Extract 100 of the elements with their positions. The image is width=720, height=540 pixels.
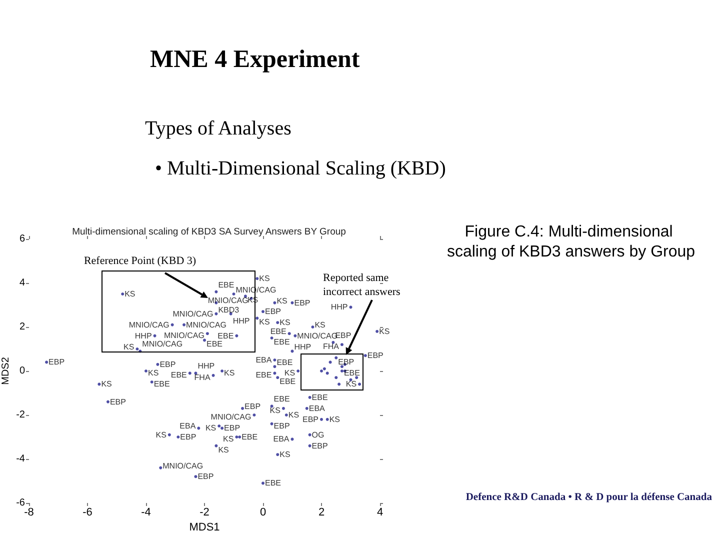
text: EBP (160, 360, 176, 369)
annotation: Reported same incorrect answers (323, 272, 400, 298)
text: EBP (180, 432, 196, 442)
text: EBA (273, 434, 290, 444)
text: KS (124, 342, 134, 352)
text: EBP (244, 402, 261, 411)
point (326, 418, 329, 421)
point (311, 326, 314, 328)
text: MNIO/CAG (164, 331, 204, 340)
point (296, 370, 300, 372)
x-tick-label: -4 (141, 506, 151, 518)
text: KS (329, 414, 340, 424)
y-tick-label: 0 (19, 366, 26, 376)
point (276, 453, 280, 456)
text: KS (288, 410, 300, 420)
text: • Multi-Dimensional Scaling (KBD) (155, 158, 446, 180)
point (220, 370, 224, 372)
point (262, 310, 264, 314)
point (282, 406, 285, 410)
point (235, 436, 238, 438)
point (305, 406, 308, 410)
text: KS (379, 326, 390, 336)
chart-subtitle: Multi-dimensional scaling of KBD3 SA Survey Answers BY Group (72, 226, 346, 238)
series-label: KBD3 (218, 305, 240, 314)
point (121, 292, 124, 296)
series-label: EBE (312, 392, 328, 402)
text: MNIO/CAG (128, 320, 170, 330)
text: MNIO/CAG (162, 461, 204, 470)
text: EBA (180, 422, 196, 431)
text: KS (276, 296, 288, 306)
text: EBE (218, 331, 234, 340)
point (256, 277, 259, 280)
point (290, 301, 294, 304)
point (182, 323, 186, 326)
text: EBE (265, 478, 282, 488)
point (188, 372, 192, 375)
series-label: OG (312, 430, 324, 440)
point (98, 382, 101, 386)
point (144, 370, 148, 372)
x-tick-label: -2 (200, 506, 210, 518)
text: EBP (265, 307, 282, 316)
point (218, 424, 221, 428)
point (320, 370, 323, 372)
text: EBE (154, 380, 170, 388)
point (136, 348, 139, 350)
text: KS (280, 318, 290, 328)
x-tick-label: -6 (82, 506, 92, 518)
text: MNIO/CAG (208, 296, 248, 305)
text: EBP (274, 421, 290, 430)
point (284, 414, 288, 416)
text: EBE (206, 340, 223, 349)
point (273, 365, 276, 368)
text: KS (280, 450, 290, 460)
series-label: KS (124, 290, 136, 298)
point (334, 376, 338, 380)
text: KS (284, 368, 296, 378)
point (294, 334, 297, 338)
series-label: MNIO/CAG (186, 320, 226, 330)
point (106, 400, 110, 404)
text: EBE (344, 368, 360, 378)
text: EBE (242, 432, 258, 442)
text: EBP (198, 472, 214, 482)
y-tick-label: 2 (19, 322, 26, 332)
point (308, 396, 312, 399)
point (288, 332, 291, 336)
point (153, 334, 156, 338)
text: EBE (218, 280, 234, 290)
point (252, 414, 256, 416)
text: EBA (256, 356, 272, 364)
point (338, 382, 341, 386)
series-label: EBA (308, 404, 326, 413)
text: KS (259, 318, 270, 327)
text: EBP (302, 414, 319, 424)
point (214, 444, 218, 448)
text: KS (346, 380, 357, 389)
text: EBP (110, 397, 126, 406)
x-tick-label: -8 (24, 506, 34, 518)
point (358, 382, 362, 386)
text: EBP (338, 357, 354, 366)
x-tick-label: 0 (260, 506, 266, 518)
point (262, 482, 264, 485)
point (276, 321, 280, 324)
text: KS (205, 424, 216, 432)
point (273, 301, 276, 304)
point (168, 433, 171, 436)
point (270, 422, 274, 426)
text: HHP (330, 302, 348, 312)
point (376, 330, 379, 333)
text: KS (148, 368, 159, 378)
text: EBE (276, 358, 293, 368)
point (326, 372, 329, 375)
text: KS (270, 406, 280, 415)
x-tick-label: 4 (376, 506, 384, 518)
point (220, 426, 224, 430)
point (340, 365, 344, 368)
text: HHP (232, 316, 250, 326)
point (194, 475, 198, 478)
point (150, 380, 154, 384)
point (212, 374, 215, 377)
text: EBE (274, 338, 290, 346)
